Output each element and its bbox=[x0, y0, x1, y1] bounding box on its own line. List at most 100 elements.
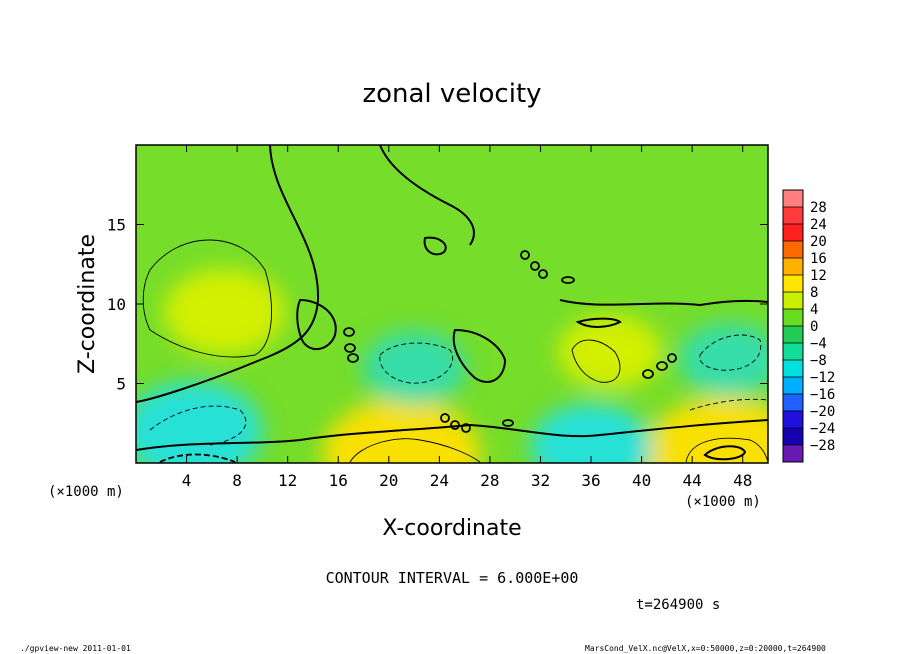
colorbar-label: −20 bbox=[810, 404, 835, 420]
colorbar-label: −24 bbox=[810, 421, 835, 437]
negative-anomaly bbox=[362, 330, 467, 405]
colorbar-swatch bbox=[783, 411, 803, 429]
colorbar-label: 24 bbox=[810, 217, 827, 233]
x-tick-label: 44 bbox=[683, 471, 702, 490]
colorbar-label: −16 bbox=[810, 387, 835, 403]
x-unit-label-left: (×1000 m) bbox=[48, 484, 124, 500]
colorbar-label: 12 bbox=[810, 268, 827, 284]
thin-contour bbox=[349, 438, 481, 463]
colorbar-swatch bbox=[783, 445, 803, 463]
colorbar-label: −12 bbox=[810, 370, 835, 386]
time-label: t=264900 s bbox=[636, 597, 720, 613]
zero-contour bbox=[575, 317, 622, 328]
x-tick-label: 24 bbox=[430, 471, 449, 490]
vortex-ring bbox=[450, 420, 460, 430]
colorbar-swatch bbox=[783, 428, 803, 446]
x-unit-label-right: (×1000 m) bbox=[685, 494, 761, 510]
x-tick-label: 16 bbox=[329, 471, 348, 490]
colorbar-label: 0 bbox=[810, 319, 818, 335]
colorbar-swatch bbox=[783, 190, 803, 208]
thin-contour bbox=[685, 437, 768, 463]
zero-contour bbox=[296, 298, 337, 350]
colorbar-label: −28 bbox=[810, 438, 835, 454]
colorbar-swatch bbox=[783, 377, 803, 395]
y-tick-label: 15 bbox=[107, 216, 126, 235]
colorbar-label: 8 bbox=[810, 285, 818, 301]
positive-anomaly bbox=[163, 268, 286, 356]
negative-anomaly bbox=[136, 381, 263, 463]
y-axis: 5 10 15 bbox=[107, 216, 768, 394]
vortex-ring bbox=[461, 423, 471, 433]
chart-title: zonal velocity bbox=[362, 79, 541, 109]
vortex-ring bbox=[530, 261, 540, 271]
negative-contour bbox=[689, 398, 768, 411]
x-tick-label: 12 bbox=[278, 471, 297, 490]
x-tick-label: 36 bbox=[581, 471, 600, 490]
x-tick-label: 4 bbox=[182, 471, 192, 490]
zero-contour bbox=[423, 236, 447, 256]
vortex-ring bbox=[347, 353, 359, 363]
y-tick-label: 10 bbox=[107, 295, 126, 314]
vortex-ring bbox=[520, 250, 530, 260]
colorbar-swatch bbox=[783, 207, 803, 225]
y-tick-label: 5 bbox=[116, 375, 126, 394]
colorbar-label: −4 bbox=[810, 336, 827, 352]
x-axis: 4 8 12 16 20 24 28 32 36 40 44 48 bbox=[182, 145, 752, 490]
colorbar-label: −8 bbox=[810, 353, 827, 369]
colorbar-swatch bbox=[783, 275, 803, 293]
small-vortices bbox=[343, 250, 677, 433]
footer-left: ./gpview-new 2011-01-01 bbox=[20, 644, 131, 653]
y-axis-label: Z-coordinate bbox=[75, 234, 100, 374]
colorbar-label: 4 bbox=[810, 302, 818, 318]
vortex-ring bbox=[538, 269, 548, 279]
vortex-ring bbox=[667, 353, 677, 363]
colorbar-label: 16 bbox=[810, 251, 827, 267]
zero-contour bbox=[559, 299, 768, 307]
x-tick-label: 20 bbox=[379, 471, 398, 490]
negative-anomaly bbox=[530, 403, 653, 463]
thin-contour bbox=[142, 239, 273, 358]
colorbar-swatch bbox=[783, 258, 803, 276]
plot-area bbox=[136, 145, 768, 463]
colorbar-swatch bbox=[783, 224, 803, 242]
positive-anomaly bbox=[557, 314, 663, 389]
strong-contour bbox=[703, 445, 747, 461]
footer-right: MarsCond_VelX.nc@VelX,x=0:50000,z=0:2000… bbox=[585, 644, 826, 653]
negative-contour bbox=[699, 334, 762, 371]
positive-anomaly bbox=[322, 398, 481, 463]
contour-interval-label: CONTOUR INTERVAL = 6.000E+00 bbox=[326, 569, 579, 587]
colorbar-swatch bbox=[783, 343, 803, 361]
colorbar-swatch bbox=[783, 309, 803, 327]
negative-contour bbox=[149, 405, 247, 446]
vortex-ring bbox=[343, 327, 355, 337]
colorbar-swatch bbox=[783, 241, 803, 259]
x-axis-label: X-coordinate bbox=[382, 516, 521, 541]
positive-anomaly bbox=[644, 397, 768, 463]
vortex-ring bbox=[642, 369, 654, 379]
negative-contour bbox=[379, 342, 453, 384]
colorbar-swatch bbox=[783, 360, 803, 378]
colorbar-label: 20 bbox=[810, 234, 827, 250]
colorbar-swatch bbox=[783, 292, 803, 310]
negative-anomaly bbox=[678, 322, 768, 397]
x-tick-label: 40 bbox=[632, 471, 651, 490]
zero-contour bbox=[452, 328, 507, 383]
vortex-ring bbox=[656, 361, 668, 371]
x-tick-label: 28 bbox=[480, 471, 499, 490]
vortex-ring bbox=[344, 343, 356, 353]
x-tick-label: 32 bbox=[531, 471, 550, 490]
colorbar-swatch bbox=[783, 394, 803, 412]
vortex-ring bbox=[440, 413, 450, 423]
x-tick-label: 48 bbox=[733, 471, 752, 490]
thin-contour bbox=[571, 339, 621, 383]
colorbar-label: 28 bbox=[810, 200, 827, 216]
vortex-ring bbox=[561, 276, 575, 284]
negative-contour bbox=[159, 453, 236, 463]
contour-lines bbox=[136, 145, 768, 463]
zero-contour bbox=[379, 145, 475, 246]
x-tick-label: 8 bbox=[232, 471, 242, 490]
zero-contour bbox=[136, 145, 320, 403]
colorbar-swatch bbox=[783, 326, 803, 344]
